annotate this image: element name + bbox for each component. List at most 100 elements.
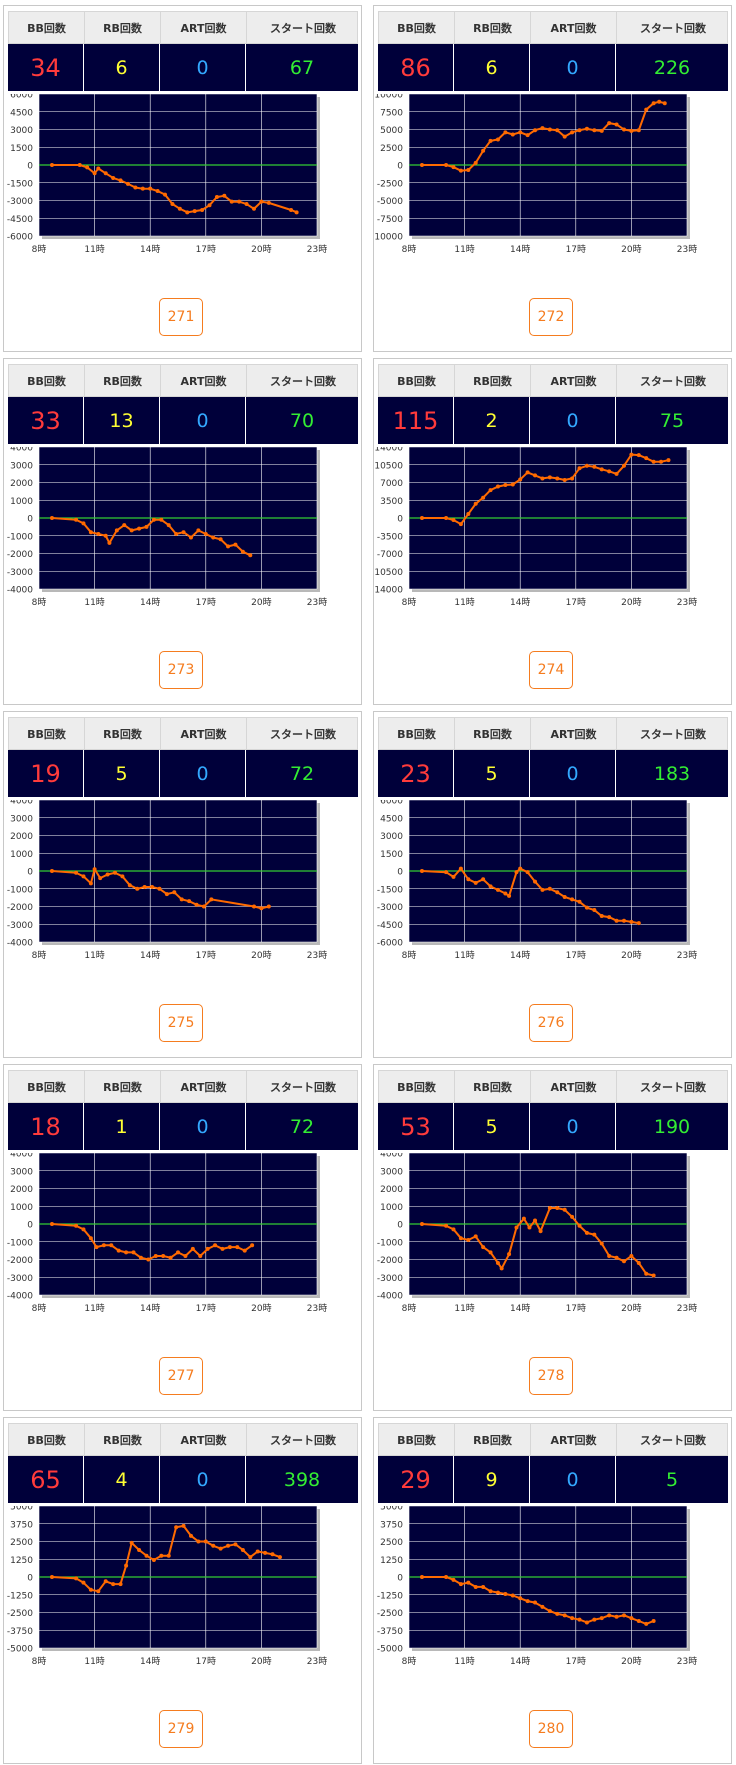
rb-count: 2 xyxy=(454,397,530,444)
bb-count: 33 xyxy=(8,397,84,444)
data-point xyxy=(540,476,545,481)
data-point xyxy=(172,890,177,895)
data-point xyxy=(540,1604,545,1609)
x-tick-label: 11時 xyxy=(454,1303,474,1314)
x-tick-label: 14時 xyxy=(140,597,160,608)
machine-number-button[interactable]: 280 xyxy=(529,1710,573,1748)
x-tick-label: 14時 xyxy=(140,950,160,961)
data-point xyxy=(555,890,560,895)
y-tick-label: 1500 xyxy=(380,850,403,860)
data-point xyxy=(577,466,582,471)
machine-number-button[interactable]: 274 xyxy=(529,651,573,689)
start-count: 226 xyxy=(653,56,691,79)
data-point xyxy=(577,128,582,133)
y-tick-label: 3000 xyxy=(10,126,33,136)
data-point xyxy=(177,206,182,211)
data-point xyxy=(503,130,508,135)
data-point xyxy=(107,540,112,545)
data-point xyxy=(101,1243,106,1248)
y-tick-label: -6000 xyxy=(7,233,33,243)
data-point xyxy=(196,528,201,533)
y-tick-label: -1000 xyxy=(7,532,33,542)
data-point xyxy=(137,526,142,531)
data-point xyxy=(103,171,108,176)
y-tick-label: -1000 xyxy=(7,885,33,895)
machine-number-button[interactable]: 277 xyxy=(159,1357,203,1395)
rb-header: RB回数 xyxy=(455,718,531,749)
machine-number-button[interactable]: 273 xyxy=(159,651,203,689)
data-point xyxy=(503,891,508,896)
y-tick-label: 1500 xyxy=(10,144,33,154)
x-tick-label: 17時 xyxy=(196,244,216,255)
bb-header: BB回数 xyxy=(9,1071,85,1102)
data-point xyxy=(584,1230,589,1235)
data-point xyxy=(81,521,86,526)
start-count: 75 xyxy=(659,409,685,432)
machine-number-button[interactable]: 275 xyxy=(159,1004,203,1042)
stats-header-row: BB回数 RB回数 ART回数 スタート回数 xyxy=(378,11,728,44)
y-tick-label: 0 xyxy=(27,162,33,172)
y-tick-label: 3000 xyxy=(10,1167,33,1177)
y-tick-label: 14000 xyxy=(374,447,403,454)
data-point xyxy=(599,913,604,918)
data-point xyxy=(150,884,155,889)
start-count: 72 xyxy=(289,1115,315,1138)
machine-number-button[interactable]: 272 xyxy=(529,298,573,336)
data-point xyxy=(144,524,149,529)
data-point xyxy=(495,484,500,489)
rb-count: 5 xyxy=(454,750,530,797)
data-point xyxy=(451,1577,456,1582)
stats-header-row: BB回数 RB回数 ART回数 スタート回数 xyxy=(378,717,728,750)
x-tick-label: 8時 xyxy=(402,1303,417,1314)
x-tick-label: 11時 xyxy=(84,1656,104,1667)
x-tick-label: 11時 xyxy=(454,597,474,608)
machine-number-button[interactable]: 276 xyxy=(529,1004,573,1042)
data-point xyxy=(533,128,538,133)
data-point xyxy=(518,866,523,871)
data-point xyxy=(495,1261,500,1266)
data-point xyxy=(636,128,641,133)
data-point xyxy=(112,870,117,875)
data-point xyxy=(510,482,515,487)
data-point xyxy=(607,121,612,126)
x-tick-label: 20時 xyxy=(251,244,271,255)
y-tick-label: -2000 xyxy=(377,1256,403,1266)
data-point xyxy=(507,893,512,898)
machine-card: BB回数 RB回数 ART回数 スタート回数 115 2 0 75 274 14… xyxy=(373,358,732,705)
machine-number-button[interactable]: 279 xyxy=(159,1710,203,1748)
x-tick-label: 23時 xyxy=(677,1303,697,1314)
y-tick-label: 3750 xyxy=(380,1520,403,1530)
data-point xyxy=(118,1582,123,1587)
data-point xyxy=(170,202,175,207)
machine-number-button[interactable]: 278 xyxy=(529,1357,573,1395)
y-tick-label: 2000 xyxy=(10,1185,33,1195)
data-point xyxy=(203,1539,208,1544)
data-point xyxy=(163,192,168,197)
data-point xyxy=(179,897,184,902)
data-point xyxy=(503,483,508,488)
y-tick-label: -5000 xyxy=(377,1645,403,1655)
y-tick-label: 0 xyxy=(397,1574,403,1584)
stats-header-row: BB回数 RB回数 ART回数 スタート回数 xyxy=(8,717,358,750)
art-header: ART回数 xyxy=(531,365,617,396)
data-point xyxy=(507,1252,512,1257)
data-point xyxy=(187,899,192,904)
art-header: ART回数 xyxy=(161,1424,247,1455)
data-point xyxy=(250,1243,255,1248)
y-tick-label: -10500 xyxy=(374,568,403,578)
bb-header: BB回数 xyxy=(9,1424,85,1455)
data-point xyxy=(77,163,82,167)
y-tick-label: 3500 xyxy=(380,497,403,507)
start-count: 398 xyxy=(283,1468,321,1491)
y-tick-label: 3000 xyxy=(10,461,33,471)
data-point xyxy=(168,1255,173,1260)
data-point xyxy=(521,1216,526,1221)
data-point xyxy=(562,1207,567,1212)
machine-card: BB回数 RB回数 ART回数 スタート回数 18 1 0 72 277 400… xyxy=(3,1064,362,1411)
data-point xyxy=(495,887,500,892)
machine-number-button[interactable]: 271 xyxy=(159,298,203,336)
rb-header: RB回数 xyxy=(455,1071,531,1102)
